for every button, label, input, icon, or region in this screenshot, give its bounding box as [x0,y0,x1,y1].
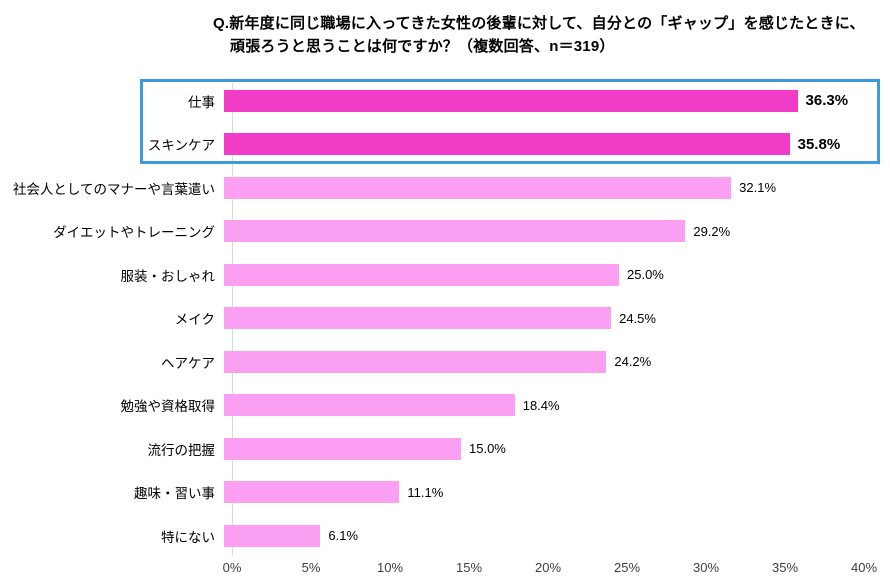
chart-row: ダイエットやトレーニング 29.2% [0,210,890,254]
bar [224,133,790,156]
bar [224,524,321,547]
value-label: 29.2% [693,223,731,239]
chart-row: スキンケア 35.8% [0,123,890,167]
x-tick-label: 15% [455,560,483,575]
bar [224,89,798,112]
chart-row: メイク 24.5% [0,297,890,341]
category-label: 社会人としてのマナーや言葉遣い [12,181,215,197]
category-label: 仕事 [188,94,215,110]
bar-track: 36.3% [224,89,856,112]
value-label: 6.1% [328,528,359,544]
chart-row: 仕事 36.3% [0,79,890,123]
bar-track: 35.8% [224,133,856,156]
bar [224,394,515,417]
bar [224,350,607,373]
value-label: 24.2% [614,354,652,370]
bar-chart: 仕事 36.3% スキンケア 35.8% 社会人としてのマナーや言葉遣い 32.… [0,79,890,578]
bar-track: 25.0% [224,263,856,286]
bar-track: 32.1% [224,176,856,199]
value-label: 35.8% [797,135,841,153]
value-label: 32.1% [739,180,777,196]
chart-row: ヘアケア 24.2% [0,340,890,384]
x-tick-label: 30% [692,560,720,575]
value-label: 36.3% [805,92,849,110]
category-label: スキンケア [147,138,215,154]
bar [224,220,686,243]
chart-row: 趣味・習い事 11.1% [0,471,890,515]
x-tick-label: 25% [613,560,641,575]
chart-row: 流行の把握 15.0% [0,427,890,471]
category-label: 特にない [161,529,215,545]
bar [224,481,400,504]
category-label: 服装・おしゃれ [120,268,216,284]
category-label: メイク [174,312,215,328]
x-axis: 0% 5% 10% 15% 20% 25% 30% 35% 40% [223,560,877,578]
bar [224,437,461,460]
value-label: 25.0% [627,267,664,283]
category-label: 趣味・習い事 [134,486,215,502]
value-label: 15.0% [469,441,506,457]
chart-title-line1: Q.新年度に同じ職場に入ってきた女性の後輩に対して、自分との「ギャップ」を感じた… [213,15,865,32]
bar-track: 18.4% [224,394,856,417]
chart-row: 勉強や資格取得 18.4% [0,384,890,428]
chart-row: 特にない 6.1% [0,514,890,558]
x-tick-label: 0% [222,560,242,575]
bar-track: 29.2% [224,220,856,243]
bar-track: 24.2% [224,350,856,373]
category-label: 流行の把握 [147,442,216,458]
x-tick-label: 5% [301,560,321,575]
value-label: 11.1% [407,484,444,500]
value-label: 18.4% [522,397,560,413]
category-label: ヘアケア [161,355,215,371]
bar [224,176,732,199]
bar-track: 11.1% [224,481,856,504]
bar [224,307,612,330]
x-tick-label: 35% [771,560,799,575]
bar [224,263,619,286]
chart-row: 社会人としてのマナーや言葉遣い 32.1% [0,166,890,210]
x-tick-label: 40% [850,560,878,575]
bar-track: 6.1% [224,524,856,547]
chart-row: 服装・おしゃれ 25.0% [0,253,890,297]
x-tick-label: 20% [534,560,562,575]
chart-title-line2: 頑張ろうと思うことは何ですか？（複数回答、n＝319） [230,38,615,55]
value-label: 24.5% [619,310,656,326]
chart-rows: 仕事 36.3% スキンケア 35.8% 社会人としてのマナーや言葉遣い 32.… [0,79,890,558]
bar-track: 15.0% [224,437,856,460]
category-label: ダイエットやトレーニング [53,225,215,241]
x-tick-label: 10% [376,560,404,575]
bar-track: 24.5% [224,307,856,330]
category-label: 勉強や資格取得 [120,399,216,415]
chart-title: Q.新年度に同じ職場に入ってきた女性の後輩に対して、自分との「ギャップ」を感じた… [213,12,865,58]
